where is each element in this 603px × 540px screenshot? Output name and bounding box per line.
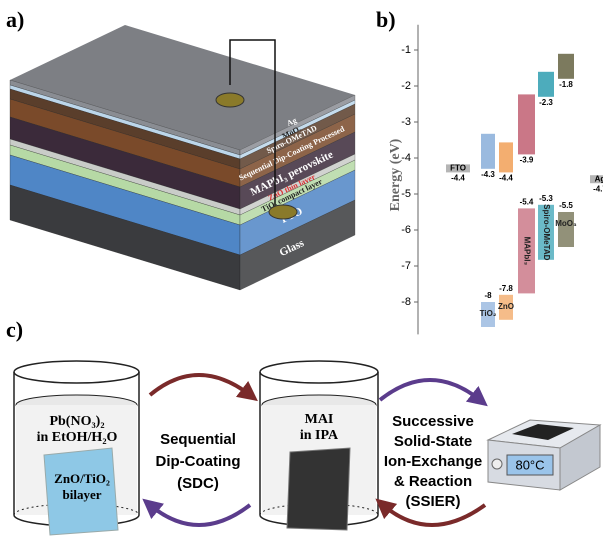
- caption: Pb(NO₃)₂: [49, 414, 104, 429]
- arrow: [378, 378, 488, 407]
- arrow: [142, 498, 252, 527]
- layer-right: [239, 199, 356, 291]
- level-name: MAPbI₃: [522, 237, 531, 266]
- vb-value: -5.3: [539, 194, 553, 203]
- level-name: FTO: [450, 164, 466, 173]
- level-value: -4.4: [451, 174, 465, 183]
- vb-band: [518, 208, 535, 294]
- caption: ZnO/TiO₂: [54, 471, 110, 486]
- caption: Solid-State: [394, 433, 472, 450]
- caption: Dip-Coating: [156, 453, 241, 470]
- wire: [229, 39, 276, 215]
- caption: MAI: [305, 412, 334, 427]
- tick-label: -6: [401, 224, 411, 236]
- level-name: TiO₂: [480, 309, 497, 318]
- caption: bilayer: [63, 487, 102, 502]
- cb-value: -4.4: [499, 174, 513, 183]
- caption: (SSIER): [405, 493, 460, 510]
- film: [286, 447, 351, 531]
- cb-band: [538, 71, 554, 97]
- temperature: 80°C: [515, 457, 544, 472]
- caption: (SDC): [177, 475, 219, 492]
- caption: in IPA: [300, 428, 339, 443]
- cb-value: -2.3: [539, 98, 553, 107]
- beaker-rim: [13, 360, 140, 384]
- level-name: MoO₃: [555, 219, 577, 228]
- caption: Ion-Exchange: [384, 453, 482, 470]
- vb-band: [538, 204, 554, 260]
- arrow: [375, 498, 487, 527]
- top-face: [10, 25, 355, 150]
- knob: [491, 458, 503, 470]
- display: [506, 454, 554, 476]
- caption: Sequential: [160, 431, 236, 448]
- arrow: [148, 373, 258, 402]
- level-name: Ag: [595, 174, 603, 183]
- tick-label: -5: [401, 188, 411, 200]
- vb-value: -8: [484, 291, 492, 300]
- cb-value: -1.8: [559, 80, 573, 89]
- tick-label: -7: [401, 260, 411, 272]
- tick-label: -8: [401, 296, 411, 308]
- hotplate-side: [559, 424, 601, 491]
- cb-band: [481, 133, 495, 169]
- vb-value: -7.8: [499, 284, 513, 293]
- tick-label: -4: [401, 152, 411, 164]
- caption: & Reaction: [394, 473, 472, 490]
- panel-label: c): [6, 317, 23, 342]
- layer-label: Ag: [285, 116, 298, 128]
- vb-band: [558, 212, 574, 247]
- tick-label: -2: [401, 80, 411, 92]
- beaker-base-back: [13, 503, 140, 516]
- sample: [512, 424, 574, 440]
- electrode: [268, 204, 298, 220]
- beaker-rim: [259, 360, 379, 384]
- tick-label: -1: [401, 44, 411, 56]
- level: [590, 175, 603, 184]
- level-name: ZnO: [498, 302, 514, 311]
- cb-value: -4.3: [481, 170, 495, 179]
- vb-band: [499, 294, 513, 320]
- axis-label: Energy (eV): [388, 138, 403, 211]
- level-value: -4.7: [593, 184, 603, 193]
- panel-label: b): [376, 7, 396, 32]
- caption: in EtOH/H₂O: [37, 430, 118, 445]
- cb-value: -3.9: [520, 156, 534, 165]
- cb-band: [518, 94, 535, 155]
- level-name: Spiro-OMeTAD: [542, 204, 551, 261]
- cb-band: [558, 53, 574, 79]
- electrode: [215, 92, 245, 108]
- panel-label: a): [6, 7, 24, 32]
- level: [446, 164, 470, 173]
- vb-band: [481, 302, 495, 327]
- caption: Successive: [392, 413, 474, 430]
- vb-value: -5.5: [559, 201, 573, 210]
- substrate: [43, 447, 119, 536]
- tick-label: -3: [401, 116, 411, 128]
- vb-value: -5.4: [520, 198, 534, 207]
- cb-band: [499, 142, 513, 173]
